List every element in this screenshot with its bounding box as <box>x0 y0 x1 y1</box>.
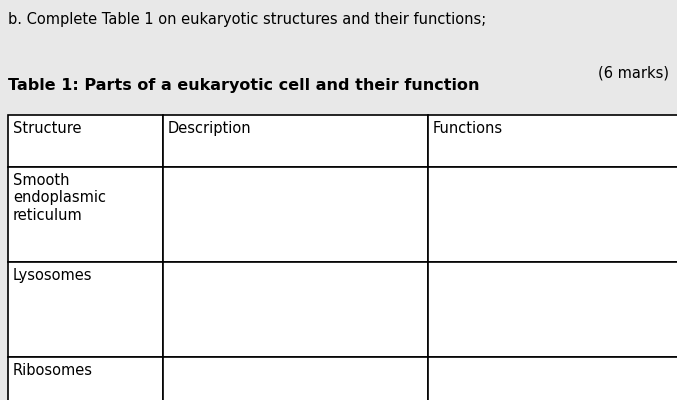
Bar <box>163 262 428 357</box>
Text: Structure: Structure <box>13 121 81 136</box>
Text: Lysosomes: Lysosomes <box>13 268 93 283</box>
Bar <box>163 115 428 167</box>
Text: Table 1: Parts of a eukaryotic cell and their function: Table 1: Parts of a eukaryotic cell and … <box>8 78 479 93</box>
Bar <box>8 167 163 262</box>
Bar <box>8 115 163 167</box>
Bar <box>428 115 677 167</box>
Bar <box>8 262 163 357</box>
Text: b. Complete Table 1 on eukaryotic structures and their functions;: b. Complete Table 1 on eukaryotic struct… <box>8 12 486 27</box>
Text: Functions: Functions <box>433 121 503 136</box>
Text: Description: Description <box>168 121 252 136</box>
Text: Ribosomes: Ribosomes <box>13 363 93 378</box>
Text: Smooth
endoplasmic
reticulum: Smooth endoplasmic reticulum <box>13 173 106 223</box>
Text: (6 marks): (6 marks) <box>598 66 669 81</box>
Bar <box>428 262 677 357</box>
Bar <box>428 357 677 400</box>
Bar <box>428 167 677 262</box>
Bar <box>163 167 428 262</box>
Bar <box>163 357 428 400</box>
Bar <box>8 357 163 400</box>
